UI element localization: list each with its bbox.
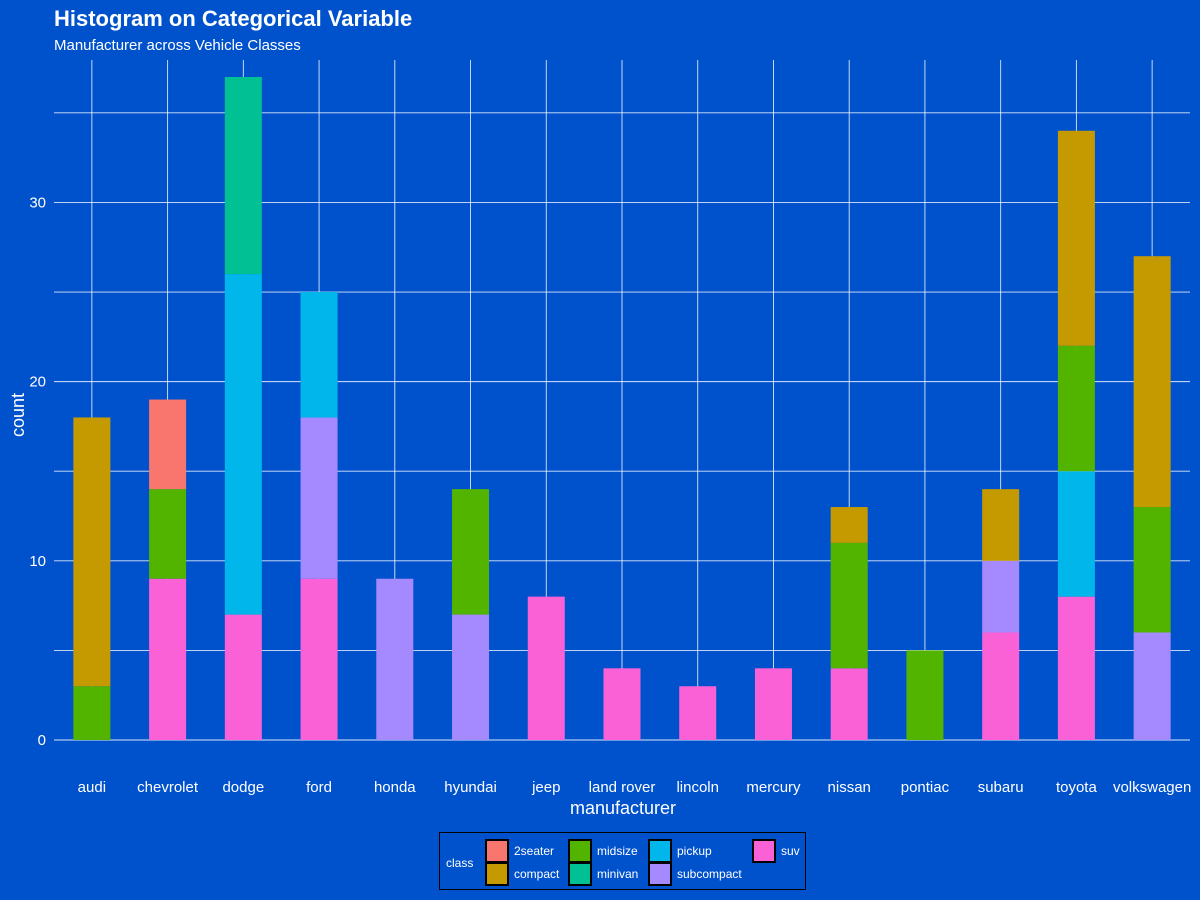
x-tick-label: volkswagen <box>1113 779 1191 796</box>
y-tick-label: 10 <box>29 553 46 570</box>
legend-label: minivan <box>597 867 638 881</box>
bar-segment-suv <box>604 668 641 740</box>
x-axis-title: manufacturer <box>570 798 676 818</box>
y-tick-label: 20 <box>29 374 46 391</box>
bar-segment-pickup <box>1058 471 1095 596</box>
bar-segment-suv <box>831 668 868 740</box>
bar-segment-midsize <box>1134 507 1171 632</box>
bar-segment-minivan <box>225 77 262 274</box>
legend-key-swatch <box>752 839 776 863</box>
x-tick-label: mercury <box>746 779 801 796</box>
x-tick-label: nissan <box>828 779 871 796</box>
x-tick-label: honda <box>374 779 416 796</box>
bar-segment-suv <box>149 579 186 740</box>
grid-layer <box>54 60 1190 740</box>
bar-segment-suv <box>225 615 262 740</box>
y-tick-label: 30 <box>29 194 46 211</box>
bar-segment-compact <box>1134 256 1171 507</box>
legend-key-swatch <box>485 839 509 863</box>
bar-segment-compact <box>1058 131 1095 346</box>
bar-segment-suv <box>1058 597 1095 740</box>
legend-key-swatch <box>568 862 592 886</box>
bar-segment-compact <box>73 417 110 686</box>
legend-key-swatch <box>648 839 672 863</box>
y-tick-label: 0 <box>38 732 46 749</box>
bar-segment-subcompact <box>1134 632 1171 740</box>
plot-area: 0 10 20 30 audi chevrolet dodge ford honda hyunda… <box>0 0 1200 830</box>
bar-segment-midsize <box>149 489 186 579</box>
bar-segment-suv <box>982 632 1019 740</box>
bar-segment-suv <box>679 686 716 740</box>
legend-label: midsize <box>597 844 638 858</box>
bar-segment-suv <box>755 668 792 740</box>
legend-key-swatch <box>485 862 509 886</box>
legend-key-swatch <box>568 839 592 863</box>
bar-segment-midsize <box>831 543 868 668</box>
bar-segment-2seater <box>149 400 186 490</box>
bar-segment-compact <box>982 489 1019 561</box>
bar-segment-midsize <box>452 489 489 614</box>
legend: class 2seater compact midsize minivan pickup… <box>439 832 806 890</box>
bar-segment-pickup <box>225 274 262 614</box>
x-tick-label: subaru <box>978 779 1024 796</box>
x-tick-label: pontiac <box>901 779 950 796</box>
x-tick-label: chevrolet <box>137 779 199 796</box>
legend-label: subcompact <box>677 867 742 881</box>
bar-segment-midsize <box>1058 346 1095 471</box>
bar-segment-compact <box>831 507 868 543</box>
legend-label: 2seater <box>514 844 554 858</box>
x-tick-label: ford <box>306 779 332 796</box>
bar-segment-suv <box>301 579 338 740</box>
x-tick-label: dodge <box>222 779 264 796</box>
bar-segment-subcompact <box>301 417 338 578</box>
bar-segment-subcompact <box>452 615 489 740</box>
x-tick-label: hyundai <box>444 779 497 796</box>
bar-segment-midsize <box>73 686 110 740</box>
bar-segment-pickup <box>301 292 338 417</box>
y-axis-title: count <box>8 393 28 437</box>
x-tick-label: toyota <box>1056 779 1098 796</box>
x-tick-label: lincoln <box>676 779 719 796</box>
legend-label: compact <box>514 867 559 881</box>
x-tick-label: jeep <box>531 779 560 796</box>
bar-segment-suv <box>528 597 565 740</box>
bar-segment-subcompact <box>982 561 1019 633</box>
x-tick-label: land rover <box>589 779 656 796</box>
bar-segment-midsize <box>906 650 943 740</box>
legend-title: class <box>446 856 473 870</box>
x-tick-label: audi <box>78 779 106 796</box>
legend-label: suv <box>781 844 800 858</box>
bar-segment-subcompact <box>376 579 413 740</box>
legend-key-swatch <box>648 862 672 886</box>
legend-label: pickup <box>677 844 712 858</box>
